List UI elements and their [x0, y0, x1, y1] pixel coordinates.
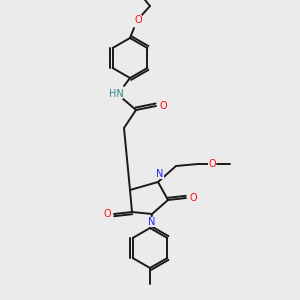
Text: O: O	[134, 15, 142, 25]
Text: N: N	[156, 169, 164, 179]
Text: O: O	[103, 209, 111, 219]
Text: O: O	[189, 193, 197, 203]
Text: O: O	[159, 101, 167, 111]
Text: HN: HN	[109, 89, 123, 99]
Text: N: N	[148, 217, 156, 227]
Text: O: O	[208, 159, 216, 169]
